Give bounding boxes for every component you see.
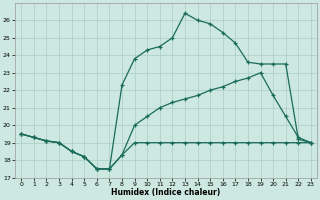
X-axis label: Humidex (Indice chaleur): Humidex (Indice chaleur) (111, 188, 221, 197)
